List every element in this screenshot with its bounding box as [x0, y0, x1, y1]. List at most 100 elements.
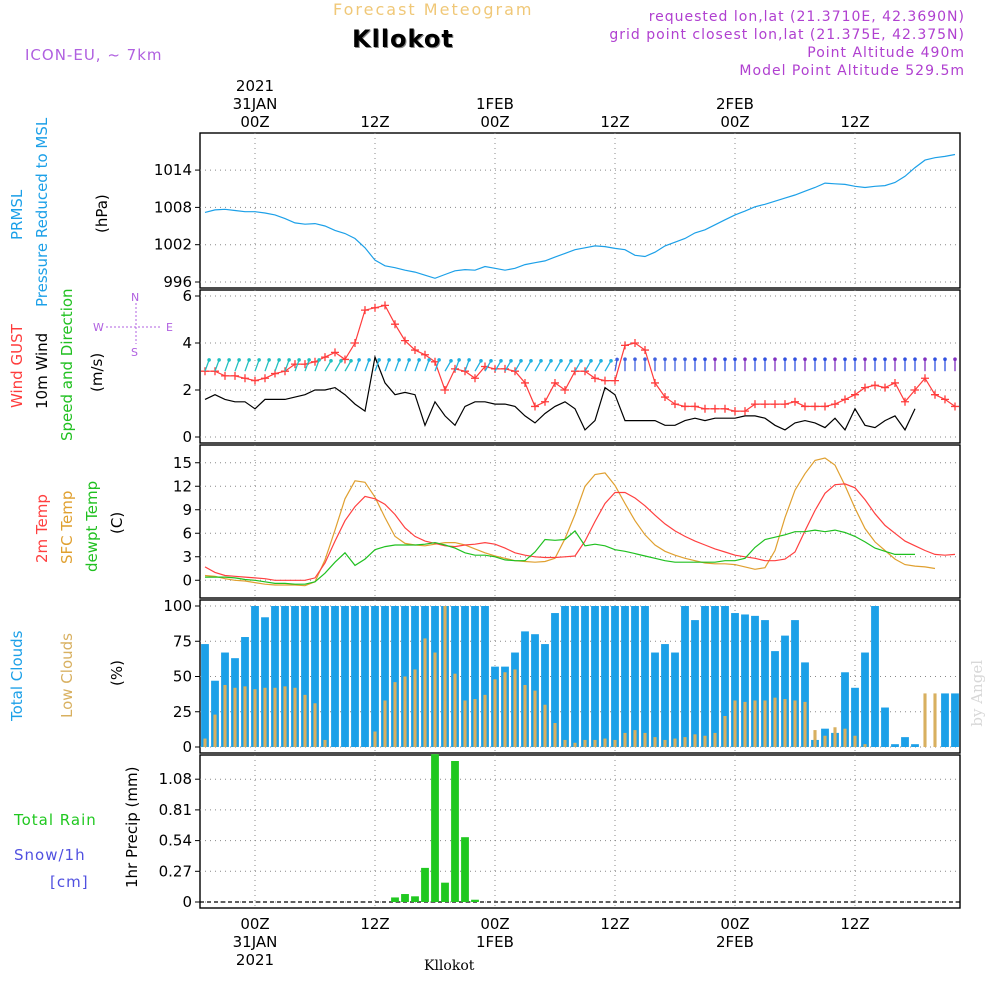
gridpoint-coords: grid point closest lon,lat (21.375E, 42.…: [609, 27, 965, 43]
dewpt-line: [205, 529, 915, 585]
wind-arrow-head: [823, 357, 827, 362]
total-cloud-bar: [611, 606, 619, 747]
gust-point: [561, 386, 569, 394]
gust-point: [861, 383, 869, 392]
wind-arrow: [414, 359, 420, 372]
gust-point: [261, 374, 269, 383]
chart-title-place: Kllokot: [352, 25, 454, 53]
total-cloud-bar: [201, 644, 209, 747]
gust-point: [741, 407, 749, 416]
wind-arrow-head: [813, 357, 817, 362]
wind-arrow-head: [237, 358, 241, 362]
wind-arrow-head: [417, 358, 421, 362]
gust-point: [351, 339, 359, 347]
snow-unit-legend: [cm]: [50, 873, 89, 891]
wind-arrow-head: [427, 358, 431, 362]
gust-point: [711, 404, 719, 413]
total-cloud-bar: [211, 680, 219, 747]
gust-point: [661, 393, 669, 402]
wind-arrow-head: [763, 357, 767, 362]
low-cloud-bar: [933, 693, 937, 747]
low-cloud-bar: [233, 687, 237, 747]
wind-arrow-head: [913, 357, 917, 362]
gust-point: [221, 371, 229, 380]
wind-arrow: [404, 359, 410, 372]
total-cloud-bar: [711, 606, 719, 747]
point-altitude: Point Altitude 490m: [807, 45, 965, 61]
dewpt-label: dewpt Temp: [83, 481, 101, 572]
wind10-label: 10m Wind: [33, 333, 51, 409]
wind-arrow: [364, 359, 370, 372]
total-cloud-bar: [631, 606, 639, 747]
wind-arrow-head: [509, 359, 513, 363]
wind-arrow-head: [499, 359, 503, 363]
gust-point: [371, 303, 379, 312]
top-time-label: 12Z: [600, 113, 629, 131]
low-cloud-bar: [493, 679, 497, 747]
wind-arrow-head: [683, 357, 687, 362]
precip-bar: [401, 894, 409, 902]
total-cloud-bar: [341, 606, 349, 747]
wind-arrow-head: [753, 357, 757, 362]
wind-arrow: [344, 360, 352, 372]
gust-point: [331, 348, 339, 357]
rain-legend: Total Rain: [14, 811, 97, 829]
wind-arrow: [394, 359, 400, 372]
total-cloud-bar: [741, 614, 749, 747]
sfc-temp-line: [204, 457, 936, 587]
wind-arrow: [354, 359, 360, 372]
wind-arrow: [514, 360, 522, 372]
ytick-label: 996: [163, 273, 192, 291]
precip-bar: [411, 896, 419, 902]
total-cloud-bar: [651, 652, 659, 747]
label-layer: PRMSL Pressure Reduced to MSL (hPa) Wind…: [8, 117, 173, 888]
wind-arrow-head: [329, 359, 333, 363]
wind-arrow: [524, 360, 532, 372]
low-cloud-bar: [533, 690, 537, 747]
wind-arrow-head: [549, 359, 553, 363]
low-cloud-bar: [753, 700, 757, 747]
total-cloud-bar: [751, 615, 759, 747]
total-cloud-bar: [571, 606, 579, 747]
wind-arrow: [494, 360, 502, 372]
low-cloud-bar: [623, 732, 627, 747]
wind-arrow-head: [773, 357, 777, 362]
total-cloud-bar: [601, 606, 609, 747]
total-cloud-bar: [581, 606, 589, 747]
bottom-year-label: 2021: [236, 951, 274, 969]
ytick-label: 6: [182, 287, 192, 305]
total-cloud-bar: [351, 606, 359, 747]
gust-point: [841, 395, 849, 404]
wind-arrow-head: [297, 358, 301, 362]
low-cloud-bar: [273, 687, 277, 747]
wind-arrow-head: [217, 358, 221, 362]
wind-arrow: [314, 359, 320, 372]
total-cloud-bar: [731, 613, 739, 747]
low-cloud-bar: [593, 739, 597, 747]
wind-arrow-head: [569, 359, 573, 363]
total-cloud-bar: [541, 644, 549, 747]
ytick-label: 25: [173, 703, 192, 721]
wind-arrow-head: [609, 359, 613, 363]
low-cloud-bar: [633, 730, 637, 747]
low-cloud-bar: [803, 701, 807, 747]
wind-arrow-head: [589, 359, 593, 363]
wind-arrow-head: [713, 357, 717, 362]
wind-arrow-head: [903, 357, 907, 362]
precip-bar: [431, 754, 439, 902]
low-cloud-bar: [703, 735, 707, 747]
total-cloud-bar: [621, 606, 629, 747]
wind-arrow-head: [933, 357, 937, 362]
wind-arrow-head: [863, 357, 867, 362]
total-cloud-bar: [871, 606, 879, 747]
gust-point: [791, 397, 799, 406]
wind-arrow: [444, 360, 452, 372]
top-time-label: 00Z: [480, 113, 509, 131]
total-cloud-label: Total Clouds: [8, 630, 26, 722]
total-cloud-bar: [371, 606, 379, 747]
ytick-label: 0: [182, 738, 192, 756]
precip-bar: [451, 761, 459, 902]
ytick-label: 0.81: [159, 801, 192, 819]
total-cloud-bar: [281, 606, 289, 747]
wind-arrow: [534, 360, 542, 372]
